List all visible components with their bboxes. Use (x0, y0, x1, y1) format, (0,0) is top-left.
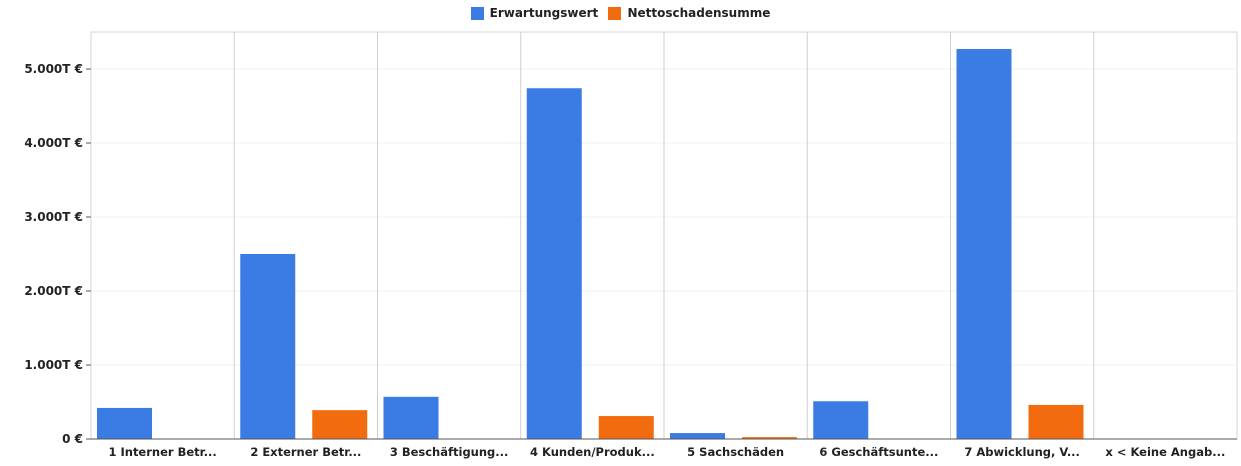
y-tick-label: 2.000T € (24, 284, 83, 298)
legend: Erwartungswert Nettoschadensumme (0, 6, 1241, 23)
x-tick-label: 1 Interner Betr... (108, 445, 216, 459)
y-tick-label: 4.000T € (24, 136, 83, 150)
legend-label-nettoschadensumme: Nettoschadensumme (627, 6, 771, 20)
legend-label-erwartungswert: Erwartungswert (489, 6, 599, 20)
x-tick-label: 3 Beschäftigung... (390, 445, 509, 459)
bar-nettoschadensumme[interactable] (742, 437, 797, 439)
bar-erwartungswert[interactable] (240, 254, 296, 439)
y-tick-label: 5.000T € (24, 62, 83, 76)
legend-swatch-erwartungswert (470, 6, 484, 20)
bar-erwartungswert[interactable] (526, 88, 582, 440)
bar-erwartungswert[interactable] (813, 401, 869, 439)
y-tick-label: 3.000T € (24, 210, 83, 224)
legend-swatch-nettoschadensumme (608, 6, 622, 20)
x-tick-label: x < Keine Angab... (1105, 445, 1225, 459)
bar-nettoschadensumme[interactable] (312, 410, 368, 439)
legend-item-erwartungswert[interactable]: Erwartungswert (470, 6, 599, 20)
bar-erwartungswert[interactable] (956, 49, 1012, 440)
x-tick-label: 7 Abwicklung, V... (964, 445, 1080, 459)
y-tick-label: 0 € (62, 432, 83, 446)
y-tick-label: 1.000T € (24, 358, 83, 372)
bar-nettoschadensumme[interactable] (1028, 404, 1084, 439)
bar-nettoschadensumme[interactable] (598, 416, 654, 439)
legend-item-nettoschadensumme[interactable]: Nettoschadensumme (608, 6, 770, 20)
bar-erwartungswert[interactable] (97, 407, 152, 439)
x-tick-label: 4 Kunden/Produk... (530, 445, 655, 459)
bar-erwartungswert[interactable] (383, 396, 439, 439)
x-tick-label: 6 Geschäftsunte... (819, 445, 938, 459)
x-tick-label: 5 Sachschäden (687, 445, 784, 459)
x-tick-label: 2 Externer Betr... (250, 445, 361, 459)
bar-erwartungswert[interactable] (670, 433, 725, 439)
